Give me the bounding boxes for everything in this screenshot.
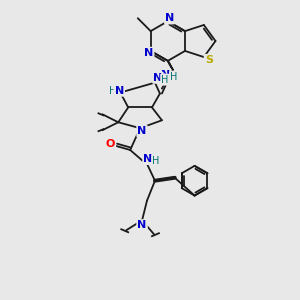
Text: N: N [115,85,124,96]
Text: H: H [161,75,169,85]
Text: S: S [205,55,213,65]
Text: N: N [161,70,170,80]
Text: H: H [109,85,116,96]
Text: N: N [137,126,147,136]
Text: N: N [153,73,163,83]
Text: N: N [137,220,147,230]
Text: H: H [152,156,160,166]
Text: O: O [106,139,115,149]
Text: N: N [143,154,153,164]
Text: H: H [170,72,178,82]
Text: N: N [165,13,174,23]
Text: N: N [144,48,153,58]
